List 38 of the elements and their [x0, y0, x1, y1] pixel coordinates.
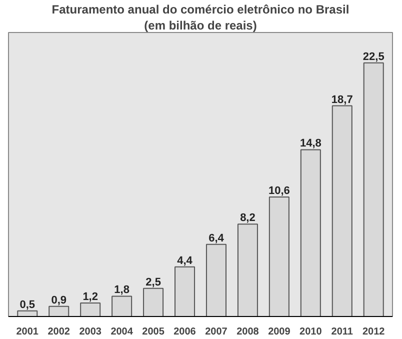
- x-tick-label: 2010: [300, 326, 322, 338]
- chart-title: Faturamento anual do comércio eletrônico no Brasil: [52, 2, 350, 16]
- x-tick-label: 2009: [268, 326, 291, 338]
- data-label: 0,9: [51, 294, 67, 306]
- bar: [143, 288, 164, 316]
- x-tick-label: 2007: [205, 326, 228, 338]
- data-label: 10,6: [268, 185, 290, 198]
- data-label: 1,2: [82, 290, 98, 303]
- data-label: 1,8: [114, 284, 130, 296]
- bar: [363, 62, 384, 316]
- bar: [237, 224, 258, 316]
- bar: [112, 296, 132, 316]
- data-label: 2,5: [146, 276, 161, 288]
- bar: [174, 266, 196, 316]
- bar: [268, 196, 290, 316]
- data-label: 8,2: [240, 212, 256, 224]
- x-tick-label: 2001: [16, 326, 39, 338]
- x-tick-label: 2005: [142, 326, 165, 338]
- x-tick-label: 2012: [362, 326, 386, 338]
- x-tick-label: 2003: [79, 326, 102, 338]
- x-tick-label: 2002: [48, 326, 70, 338]
- x-tick-label: 2011: [331, 326, 354, 338]
- bar: [17, 310, 38, 316]
- data-label: 6,4: [208, 232, 225, 244]
- bar: [332, 105, 352, 316]
- data-label: 4,4: [177, 254, 194, 267]
- data-label: 18,7: [331, 94, 353, 106]
- x-tick-label: 2008: [236, 326, 260, 338]
- data-label: 14,8: [300, 138, 322, 150]
- data-label: 0,5: [20, 298, 36, 311]
- chart-subtitle: (em bilhão de reais): [144, 18, 257, 32]
- x-tick-label: 2004: [110, 326, 134, 338]
- bar: [48, 306, 70, 316]
- bar: [80, 302, 101, 316]
- bar: [206, 244, 226, 316]
- bar: [300, 149, 321, 316]
- x-tick-label: 2006: [174, 326, 196, 338]
- data-label: 22,5: [362, 50, 384, 63]
